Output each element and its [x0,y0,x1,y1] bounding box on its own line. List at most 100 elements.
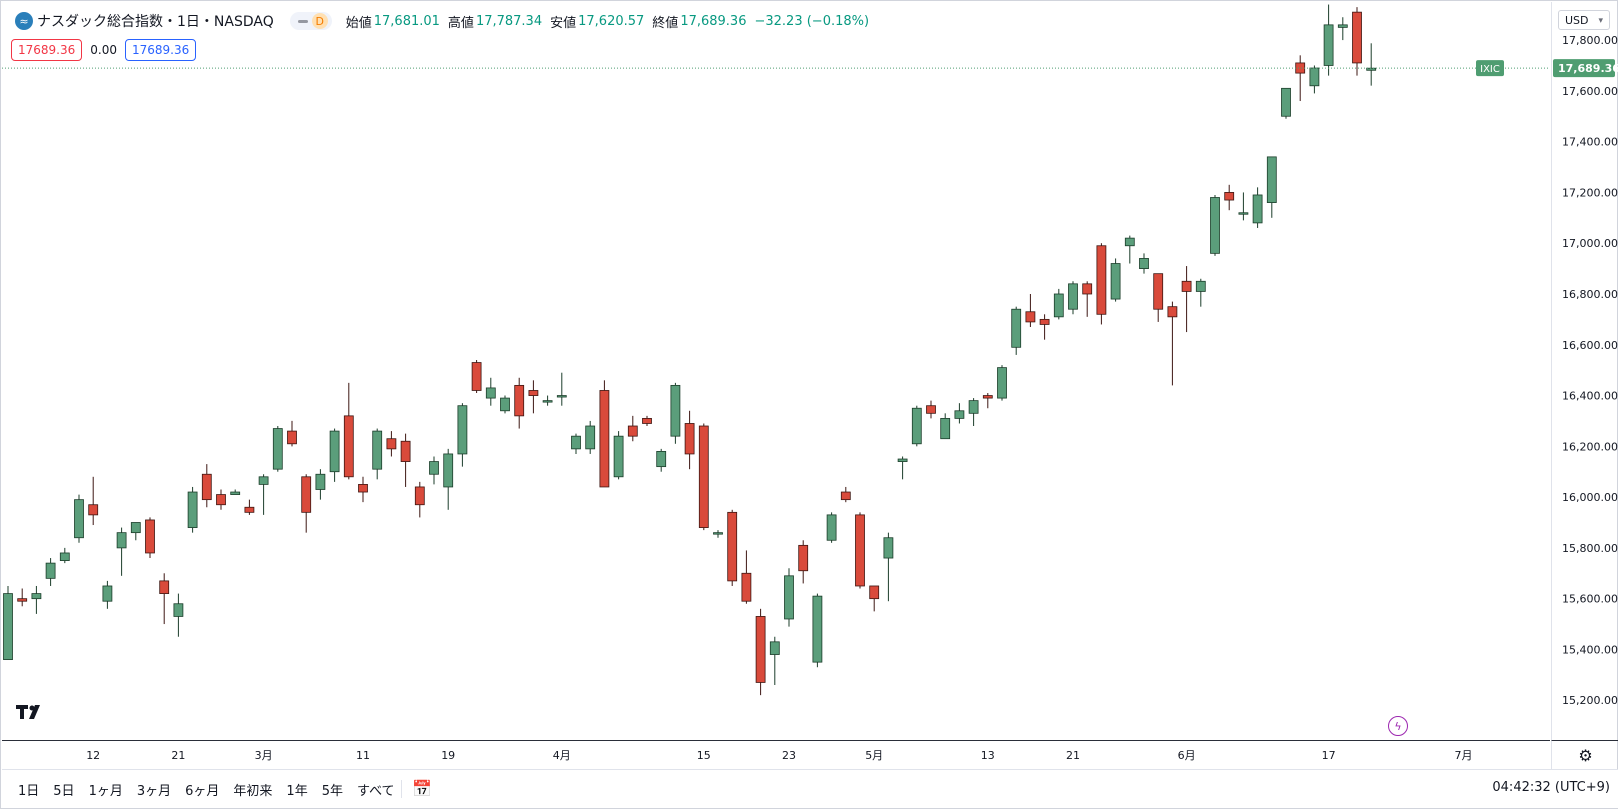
candle-body [826,514,837,541]
candle-body [940,417,951,440]
candle-body [400,440,411,462]
candle [769,636,780,685]
range-button[interactable]: 5日 [53,784,75,799]
price-boxes: 17689.36 0.00 17689.36 [11,39,197,61]
candle-body [59,552,70,561]
price-tick-label: 17,800.00 [1562,34,1618,47]
range-button[interactable]: 5年 [321,784,343,799]
sell-price-button[interactable]: 17689.36 [11,39,83,61]
candle [684,410,695,470]
symbol-tag: IXIC [1480,64,1500,75]
candle [1309,65,1320,94]
candle [372,428,383,480]
candle-body [784,575,794,620]
range-buttons: 1日 5日 1ヶ月 3ヶ月 6ヶ月 年初来 1年 5年 すべて [12,778,403,801]
candle [173,593,184,637]
candle-body [684,423,695,455]
candle [216,489,226,510]
tradingview-logo-icon[interactable] [16,704,46,723]
price-chart[interactable]: IXIC [2,2,1550,740]
candle-body [1352,11,1362,64]
range-button[interactable]: 年初来 [233,784,273,799]
price-tick-label: 17,000.00 [1562,237,1618,250]
candle-body [485,387,496,399]
currency-select[interactable]: USD ▾ [1558,10,1610,30]
candle-body [1238,212,1249,215]
candle [585,420,596,454]
candle-body [982,395,993,399]
range-button[interactable]: 6ヶ月 [185,784,220,799]
lightning-icon[interactable]: ϟ [1388,716,1408,736]
range-button[interactable]: 3ヶ月 [136,784,172,799]
candle-body [429,461,439,475]
candle-body [500,397,510,412]
candle [1181,266,1192,333]
candle [642,415,652,427]
interval-pill[interactable]: D [289,12,332,30]
toolbar-divider [401,780,402,798]
candle [31,585,42,614]
candle-body [585,425,596,450]
candle [627,415,638,442]
candle-body [130,522,141,534]
candle-body [1266,156,1277,203]
price-tick-label: 17,200.00 [1562,186,1618,199]
price-axis-labels: 15,200.00 15,400.00 15,600.00 15,800.00 16,0… [1553,34,1618,707]
candle-body [528,390,539,396]
time-tick-label: 17 [1322,749,1336,762]
candle [429,456,439,485]
candle-body [329,430,340,473]
candle [1153,273,1164,322]
candle-body [954,410,965,419]
candle-body [145,519,155,554]
price-tick-label: 16,000.00 [1562,491,1618,504]
calendar-range-icon[interactable]: 📅 [412,779,432,798]
chevron-down-icon: ▾ [1598,16,1603,26]
candle-body [31,593,42,600]
low-value: 17,620.57 [578,13,645,29]
candle [1195,278,1206,307]
range-button[interactable]: 1ヶ月 [88,784,123,799]
low-label: 安値 [550,15,577,31]
candle-body [514,384,525,417]
candle [897,456,908,480]
candle [1281,87,1291,119]
candle-body [301,476,312,513]
range-button[interactable]: 1日 [18,784,40,799]
symbol-title[interactable]: ナスダック総合指数・1日・NASDAQ [37,14,274,30]
candle [670,382,681,444]
candle [698,423,709,531]
candle [571,433,581,454]
candle [713,530,723,538]
price-tick-label: 17,400.00 [1562,136,1618,149]
candle-body [1252,194,1263,224]
time-tick-label: 19 [441,749,455,762]
candle-body [272,428,283,470]
candle-body [883,537,894,559]
time-axis[interactable]: 12 21 3月 11 19 4月 15 23 5月 13 21 6月 17 7月 [2,740,1550,769]
time-tick-label: 3月 [255,749,273,762]
candle-body [556,395,567,398]
candle [230,489,241,495]
candle [1096,243,1107,325]
range-button[interactable]: すべて [356,784,395,799]
candle-body [1124,237,1135,247]
nasdaq-logo-icon: ≈ [15,12,33,30]
clock[interactable]: 04:42:32 (UTC+9) [1492,780,1610,795]
price-axis[interactable]: 15,200.00 15,400.00 15,600.00 15,800.00 16,0… [1551,2,1618,740]
candle-body [1281,87,1291,117]
price-tick-label: 16,800.00 [1562,288,1618,301]
buy-price-button[interactable]: 17689.36 [124,39,197,61]
range-button[interactable]: 1年 [286,784,308,799]
candle [741,550,752,604]
candle [599,380,610,488]
candle [840,486,851,503]
candle [485,377,496,406]
candle-body [159,580,170,594]
high-label: 高値 [447,15,474,31]
candle [855,512,865,589]
candle [74,494,84,543]
time-tick-label: 15 [697,749,711,762]
candle-body [3,593,13,661]
gear-icon[interactable]: ⚙ [1551,740,1618,769]
